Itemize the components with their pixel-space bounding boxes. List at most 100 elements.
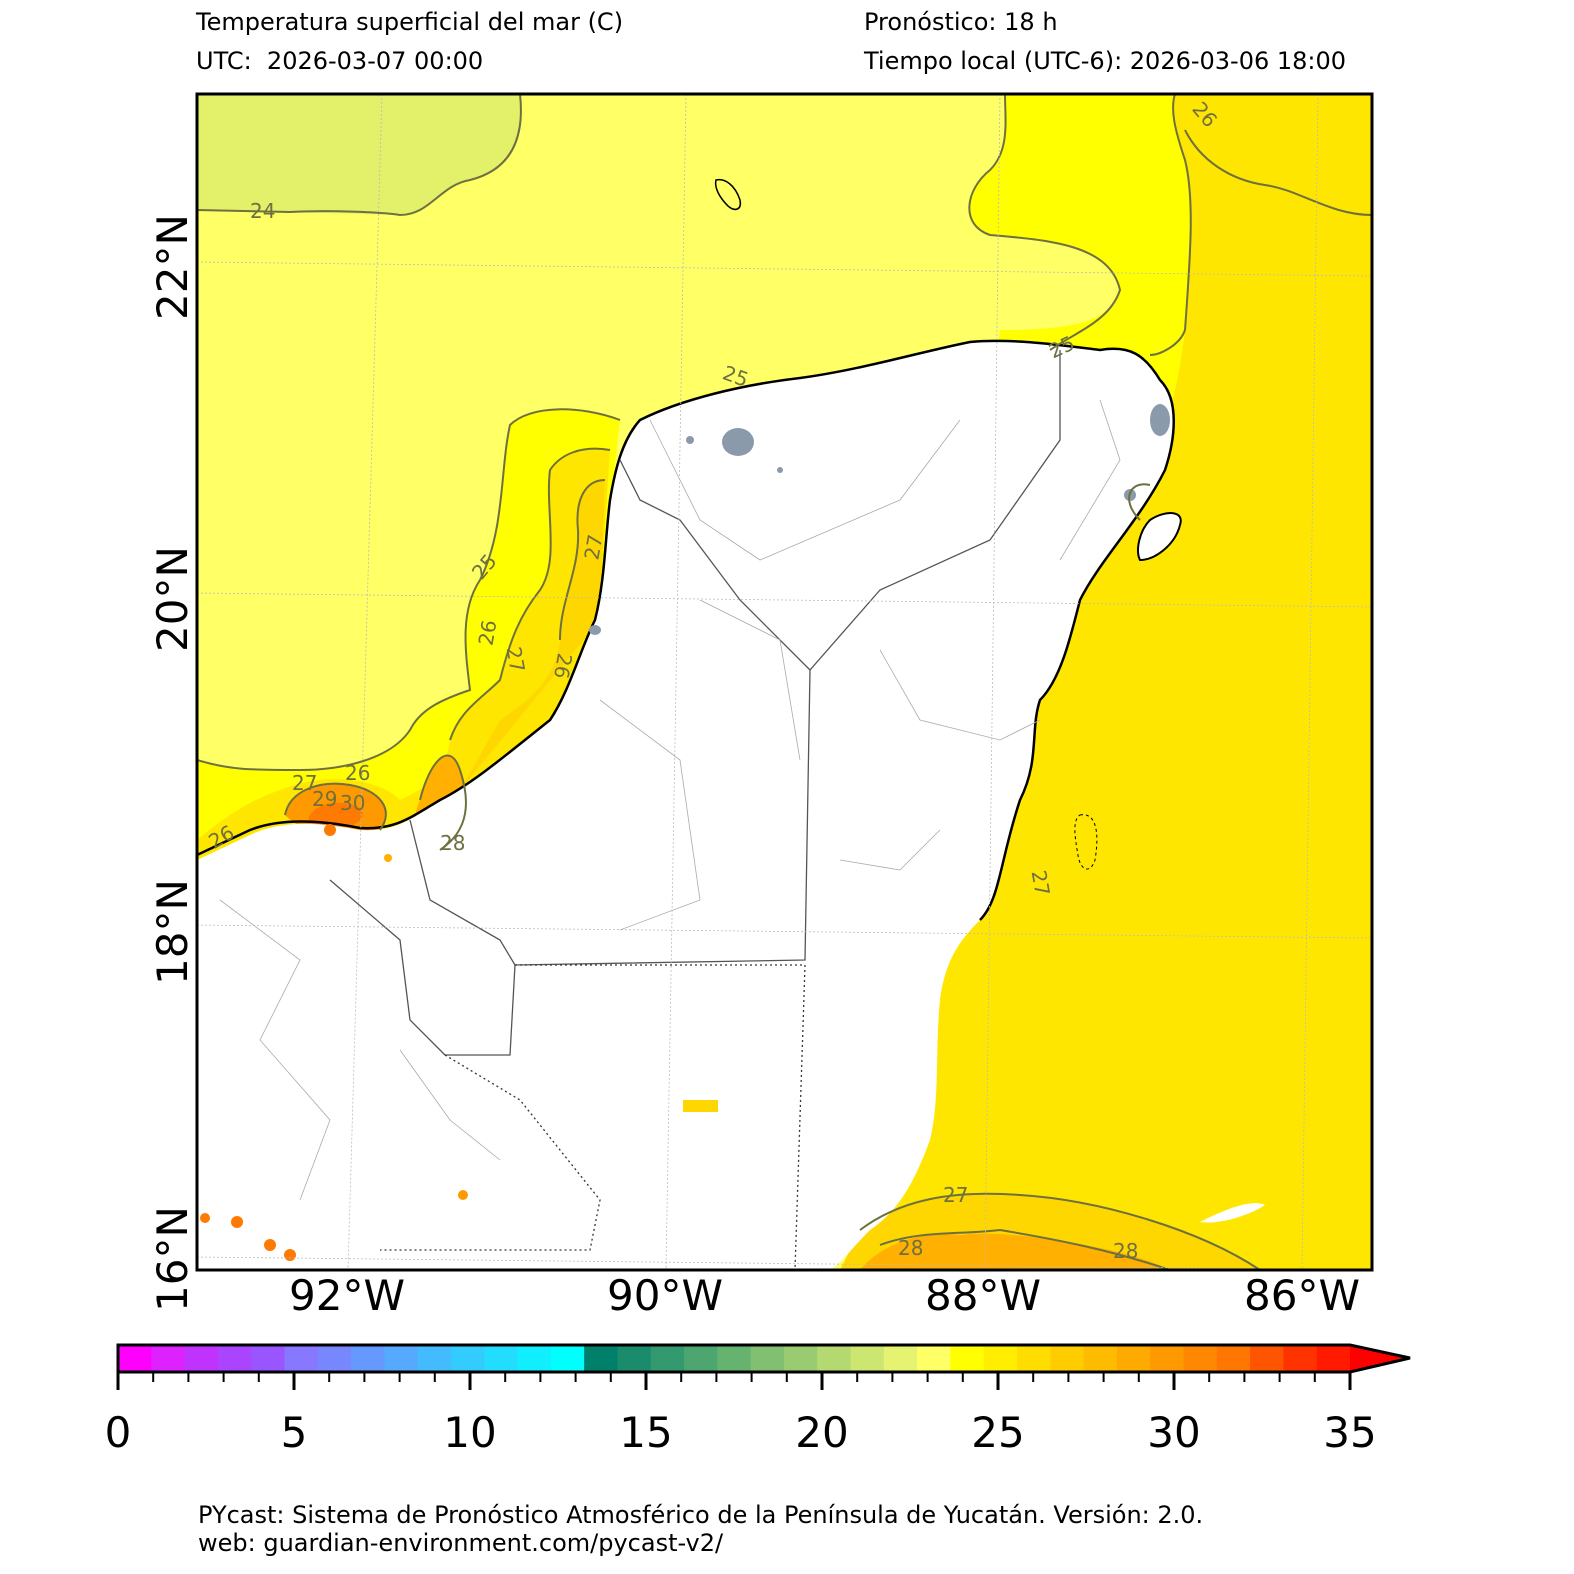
urban-areas [589,404,1170,635]
contour-label: 26 [345,761,370,785]
colorbar-segment [617,1345,652,1372]
colorbar-segment [584,1345,619,1372]
colorbar-segment [550,1345,585,1372]
colorbar-segment [484,1345,519,1372]
lat-label-group: 22°N 20°N 18°N 16°N [148,214,197,1312]
colorbar-segment [1116,1345,1151,1372]
contour-label: 28 [898,1236,923,1260]
colorbar-segment [917,1345,952,1372]
colorbar-label: 35 [1323,1408,1377,1457]
utc-time: UTC: 2026-03-07 00:00 [196,47,484,75]
map-title: Temperatura superficial del mar (C) [196,8,624,36]
colorbar-label: 0 [104,1408,132,1457]
lat-label: 22°N [148,214,197,320]
colorbar-segment [850,1345,885,1372]
colorbar-segment [450,1345,485,1372]
colorbar-segment [384,1345,419,1372]
contour-label: 26 [473,618,501,647]
lon-label: 88°W [925,1271,1041,1320]
contour-label: 27 [292,771,317,795]
colorbar-segment [817,1345,852,1372]
contour-label: 28 [1113,1239,1138,1263]
colorbar-segment [1250,1345,1285,1372]
colorbar-segment [684,1345,718,1372]
colorbar-segment [950,1345,985,1372]
colorbar-segment [750,1345,785,1372]
colorbar-segment [1183,1345,1218,1372]
sea-26-region-ne [1175,94,1372,215]
colorbar-segment [783,1345,818,1372]
state-borders [329,350,1061,1056]
colorbar-label: 20 [795,1408,849,1457]
colorbar-ticks [116,1372,1352,1390]
colorbar-segment [118,1345,152,1372]
colorbar-label: 30 [1147,1408,1201,1457]
colorbar-label: 5 [280,1408,308,1457]
colorbar-label: 25 [971,1408,1025,1457]
colorbar-segment [351,1345,385,1372]
colorbar-segment [284,1345,319,1372]
colorbar-segment [417,1345,452,1372]
colorbar-segment [650,1345,685,1372]
municipal-borders [219,399,1121,1201]
local-time: Tiempo local (UTC-6): 2026-03-06 18:00 [864,47,1347,75]
alacranes-reef [714,178,742,211]
contour-label: 27 [1027,868,1055,897]
lon-label: 90°W [607,1271,723,1320]
colorbar-segment [1050,1345,1085,1372]
graticule [197,94,1372,1270]
footer-web: web: guardian-environment.com/pycast-v2/ [198,1529,724,1557]
colorbar-segment [517,1345,552,1372]
colorbar-segment [184,1345,219,1372]
coastline [197,339,1175,921]
colorbar-segment [1283,1345,1318,1372]
contour-label: 26 [549,651,577,680]
colorbar-segment [217,1345,252,1372]
colorbar-segment [1150,1345,1185,1372]
lat-label: 18°N [148,879,197,985]
colorbar-segment [151,1345,186,1372]
colorbar-segment [317,1345,352,1372]
colorbar-segment [983,1345,1018,1372]
sea-28-region-south [860,1233,1170,1270]
contour-label: 27 [502,645,530,674]
map-field [197,94,1372,1270]
cozumel-island [1138,513,1181,560]
lat-label: 16°N [148,1206,197,1312]
contour-label: 29 [312,787,337,811]
forecast-hour: Pronóstico: 18 h [864,8,1058,36]
colorbar-frame [116,1343,1411,1374]
contour-label: 27 [579,533,607,562]
cozumel-coast [1137,512,1182,562]
colorbar-segment [717,1345,752,1372]
land-mass [197,340,1174,1270]
colorbar-label: 15 [619,1408,673,1457]
map-frame [195,92,1374,1272]
colorbar [118,1345,1410,1372]
lon-label: 86°W [1244,1271,1360,1320]
contour-lines [197,94,1372,1270]
footer-credit: PYcast: Sistema de Pronóstico Atmosféric… [198,1501,1204,1529]
contour-label: 24 [250,199,275,223]
bay-island [1200,1203,1265,1223]
sea-27-region-west [460,480,605,790]
colorbar-segment [1017,1345,1051,1372]
contour-label: 30 [340,791,365,815]
contour-label: 28 [440,831,465,855]
lon-label-group: 92°W 90°W 88°W 86°W [289,1271,1360,1320]
colorbar-segment [1316,1345,1351,1372]
lat-label: 20°N [148,546,197,652]
colorbar-segment [251,1345,286,1372]
contour-label: 27 [943,1183,968,1207]
lake-markers [200,824,718,1261]
colorbar-label: 10 [443,1408,497,1457]
lon-label: 92°W [289,1271,405,1320]
colorbar-extend-arrow [1350,1345,1410,1372]
country-borders [380,964,806,1270]
sea-26-region-east [860,94,1372,1270]
colorbar-segment [883,1345,918,1372]
sea-24-region [197,94,521,215]
colorbar-segment [1083,1345,1118,1372]
banco-chinchorro [1074,814,1098,870]
